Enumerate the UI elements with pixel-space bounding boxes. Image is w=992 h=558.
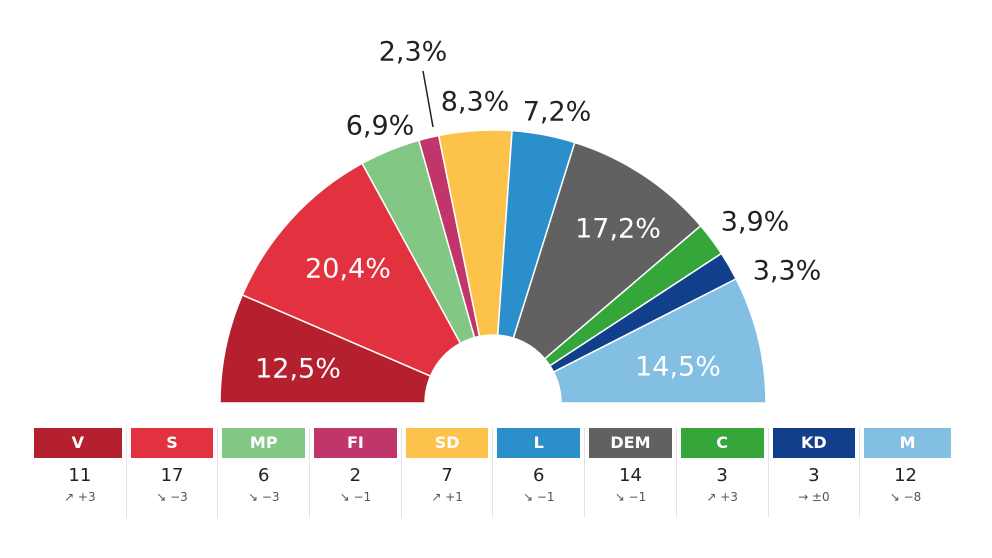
- party-seats-fi: 2: [349, 465, 362, 486]
- party-change-c: ↗ +3: [706, 490, 738, 504]
- party-change-l: ↘ −1: [523, 490, 555, 504]
- party-seats-mp: 6: [257, 465, 270, 486]
- party-badge-kd: KD: [772, 428, 856, 458]
- slice-label-v: 12,5%: [255, 354, 341, 385]
- party-change-s: ↘ −3: [156, 490, 188, 504]
- leader-line-fi: [422, 70, 434, 128]
- slice-dem: [512, 141, 702, 360]
- party-change-v: ↗ +3: [64, 490, 96, 504]
- party-change-kd: → ±0: [798, 490, 830, 504]
- party-seats-dem: 14: [619, 465, 642, 486]
- party-seats-m: 12: [894, 465, 917, 486]
- slice-label-mp: 6,9%: [346, 111, 415, 142]
- party-badge-l: L: [497, 428, 581, 458]
- slice-s: [241, 162, 462, 378]
- party-change-dem: ↘ −1: [614, 490, 647, 504]
- party-column-dem: DEM 14 ↘ −1: [584, 428, 676, 518]
- slice-m: [552, 277, 767, 404]
- party-column-sd: SD 7 ↗ +1: [400, 428, 493, 518]
- party-change-mp: ↘ −3: [247, 490, 280, 504]
- party-seats-l: 6: [533, 465, 545, 486]
- party-seat-table: V 11 ↗ +3 S 17 ↘ −3 MP 6 ↘ −3 FI 2 ↘ −1 …: [34, 428, 951, 518]
- party-column-mp: MP 6 ↘ −3: [217, 428, 309, 518]
- party-badge-fi: FI: [314, 428, 397, 458]
- slice-label-m: 14,5%: [635, 352, 721, 383]
- party-seats-c: 3: [716, 465, 728, 486]
- party-change-sd: ↗ +1: [431, 490, 463, 504]
- party-badge-c: C: [680, 428, 764, 458]
- party-column-v: V 11 ↗ +3: [34, 428, 126, 518]
- party-badge-dem: DEM: [589, 428, 672, 458]
- slice-label-c: 3,9%: [721, 207, 790, 238]
- slice-label-dem: 17,2%: [575, 214, 661, 245]
- party-change-fi: ↘ −1: [339, 490, 372, 504]
- party-seats-sd: 7: [441, 465, 453, 486]
- party-badge-v: V: [34, 428, 122, 458]
- party-badge-mp: MP: [222, 428, 306, 458]
- party-column-c: C 3 ↗ +3: [675, 428, 768, 518]
- slice-label-kd: 3,3%: [753, 256, 822, 287]
- slice-label-s: 20,4%: [305, 254, 391, 285]
- semicircle-donut-chart: 12,5% 20,4% 6,9% 2,3% 8,3% 7,2% 17,2% 3,9% 3,3% 1…: [219, 37, 822, 404]
- party-column-kd: KD 3 → ±0: [767, 428, 860, 518]
- party-badge-sd: SD: [405, 428, 489, 458]
- slice-label-l: 7,2%: [523, 97, 592, 128]
- slice-label-fi: 2,3%: [379, 37, 448, 68]
- party-seats-kd: 3: [808, 465, 820, 486]
- party-seats-v: 11: [68, 465, 92, 486]
- party-badge-s: S: [130, 428, 214, 458]
- party-column-s: S 17 ↘ −3: [125, 428, 218, 518]
- party-column-l: L 6 ↘ −1: [492, 428, 584, 518]
- party-badge-m: M: [864, 428, 951, 458]
- party-change-m: ↘ −8: [889, 490, 922, 504]
- party-column-m: M 12 ↘ −8: [859, 428, 951, 518]
- party-column-fi: FI 2 ↘ −1: [309, 428, 401, 518]
- party-seats-s: 17: [160, 465, 184, 486]
- slice-label-sd: 8,3%: [441, 87, 510, 118]
